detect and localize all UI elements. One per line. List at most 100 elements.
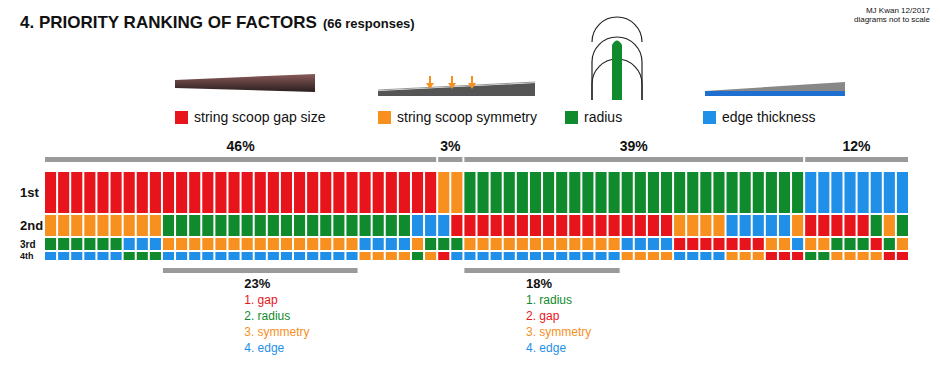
rank-segment (792, 215, 803, 236)
legend-label: string scoop symmetry (397, 109, 537, 125)
legend-icons (175, 17, 845, 100)
rank-segment (438, 252, 449, 260)
rank-segment (84, 252, 95, 260)
rank-segment (491, 252, 502, 260)
rank-segment (242, 238, 253, 250)
rank-segment (268, 238, 279, 250)
rank-segment (464, 238, 475, 250)
order-bracket (163, 268, 358, 273)
rank-segment (818, 238, 829, 250)
rank-segment (661, 238, 672, 250)
rank-segment (84, 238, 95, 250)
rank-segment (504, 238, 515, 250)
rank-segment (58, 172, 69, 213)
rank-segment (858, 172, 869, 213)
legend-label: edge thickness (722, 109, 815, 125)
rank-segment (281, 252, 292, 260)
rank-segment (373, 215, 384, 236)
rank-segment (163, 172, 174, 213)
rank-segment (779, 238, 790, 250)
rank-segment (727, 215, 738, 236)
rank-segment (412, 215, 423, 236)
rank-segment (635, 252, 646, 260)
rank-segment (713, 238, 724, 250)
rank-segment (320, 252, 331, 260)
order-item: 3. symmetry (526, 325, 591, 339)
rank-segment (792, 252, 803, 260)
rank-segment (478, 238, 489, 250)
symmetry-arrow (448, 83, 456, 89)
rank-segment (622, 238, 633, 250)
rank-segment (517, 252, 528, 260)
rank-segment (124, 215, 135, 236)
rank-segment (294, 252, 305, 260)
rank-segment (844, 172, 855, 213)
rank-segment (609, 215, 620, 236)
rank-segment (307, 252, 318, 260)
rank-segment (228, 215, 239, 236)
rank-segment (425, 215, 436, 236)
rank-segment (517, 215, 528, 236)
rank-segment (124, 252, 135, 260)
rank-segment (163, 252, 174, 260)
rank-segment (163, 215, 174, 236)
rank-segment (360, 238, 371, 250)
rank-segment (635, 238, 646, 250)
rank-segment (228, 238, 239, 250)
rank-segment (97, 252, 108, 260)
rank-segment (740, 172, 751, 213)
rank-segment (464, 172, 475, 213)
background (0, 0, 940, 375)
rank-segment (111, 172, 122, 213)
rank-segment (360, 172, 371, 213)
edge-icon (705, 91, 845, 96)
rank-segment (386, 172, 397, 213)
rank-segment (622, 215, 633, 236)
rank-segment (713, 215, 724, 236)
rank-segment (137, 215, 148, 236)
rank-segment (831, 172, 842, 213)
rank-segment (530, 238, 541, 250)
rank-segment (111, 238, 122, 250)
rank-segment (111, 252, 122, 260)
rank-segment (255, 172, 266, 213)
share-label: 12% (843, 138, 872, 154)
rank-segment (884, 252, 895, 260)
rank-segment (333, 238, 344, 250)
rank-segment (71, 172, 82, 213)
rank-segment (451, 252, 462, 260)
rank-segment (517, 238, 528, 250)
credit: diagrams not to scale (854, 15, 931, 24)
rank-segment (215, 252, 226, 260)
rank-segment (346, 252, 357, 260)
rank-segment (740, 238, 751, 250)
legend-swatch (378, 111, 391, 124)
rank-segment (844, 238, 855, 250)
rank-segment (687, 252, 698, 260)
rank-segment (215, 172, 226, 213)
rank-segment (215, 238, 226, 250)
rank-segment (740, 215, 751, 236)
rank-segment (281, 172, 292, 213)
rank-segment (202, 252, 213, 260)
rank-segment (412, 172, 423, 213)
rank-segment (307, 238, 318, 250)
symmetry-arrow (426, 83, 434, 89)
rank-segment (425, 252, 436, 260)
credit: MJ Kwan 12/2017 (866, 6, 931, 15)
legend-swatch (175, 111, 188, 124)
rank-segment (897, 238, 908, 250)
rank-segment (202, 172, 213, 213)
rank-segment (176, 172, 187, 213)
rank-segment (530, 215, 541, 236)
rank-segment (871, 215, 882, 236)
rank-segment (805, 252, 816, 260)
rank-segment (805, 238, 816, 250)
rank-segment (792, 238, 803, 250)
rank-segment (97, 172, 108, 213)
order-item: 1. radius (526, 293, 572, 307)
rank-segment (150, 238, 161, 250)
rank-segment (346, 215, 357, 236)
rank-segment (779, 252, 790, 260)
rank-segment (45, 215, 56, 236)
